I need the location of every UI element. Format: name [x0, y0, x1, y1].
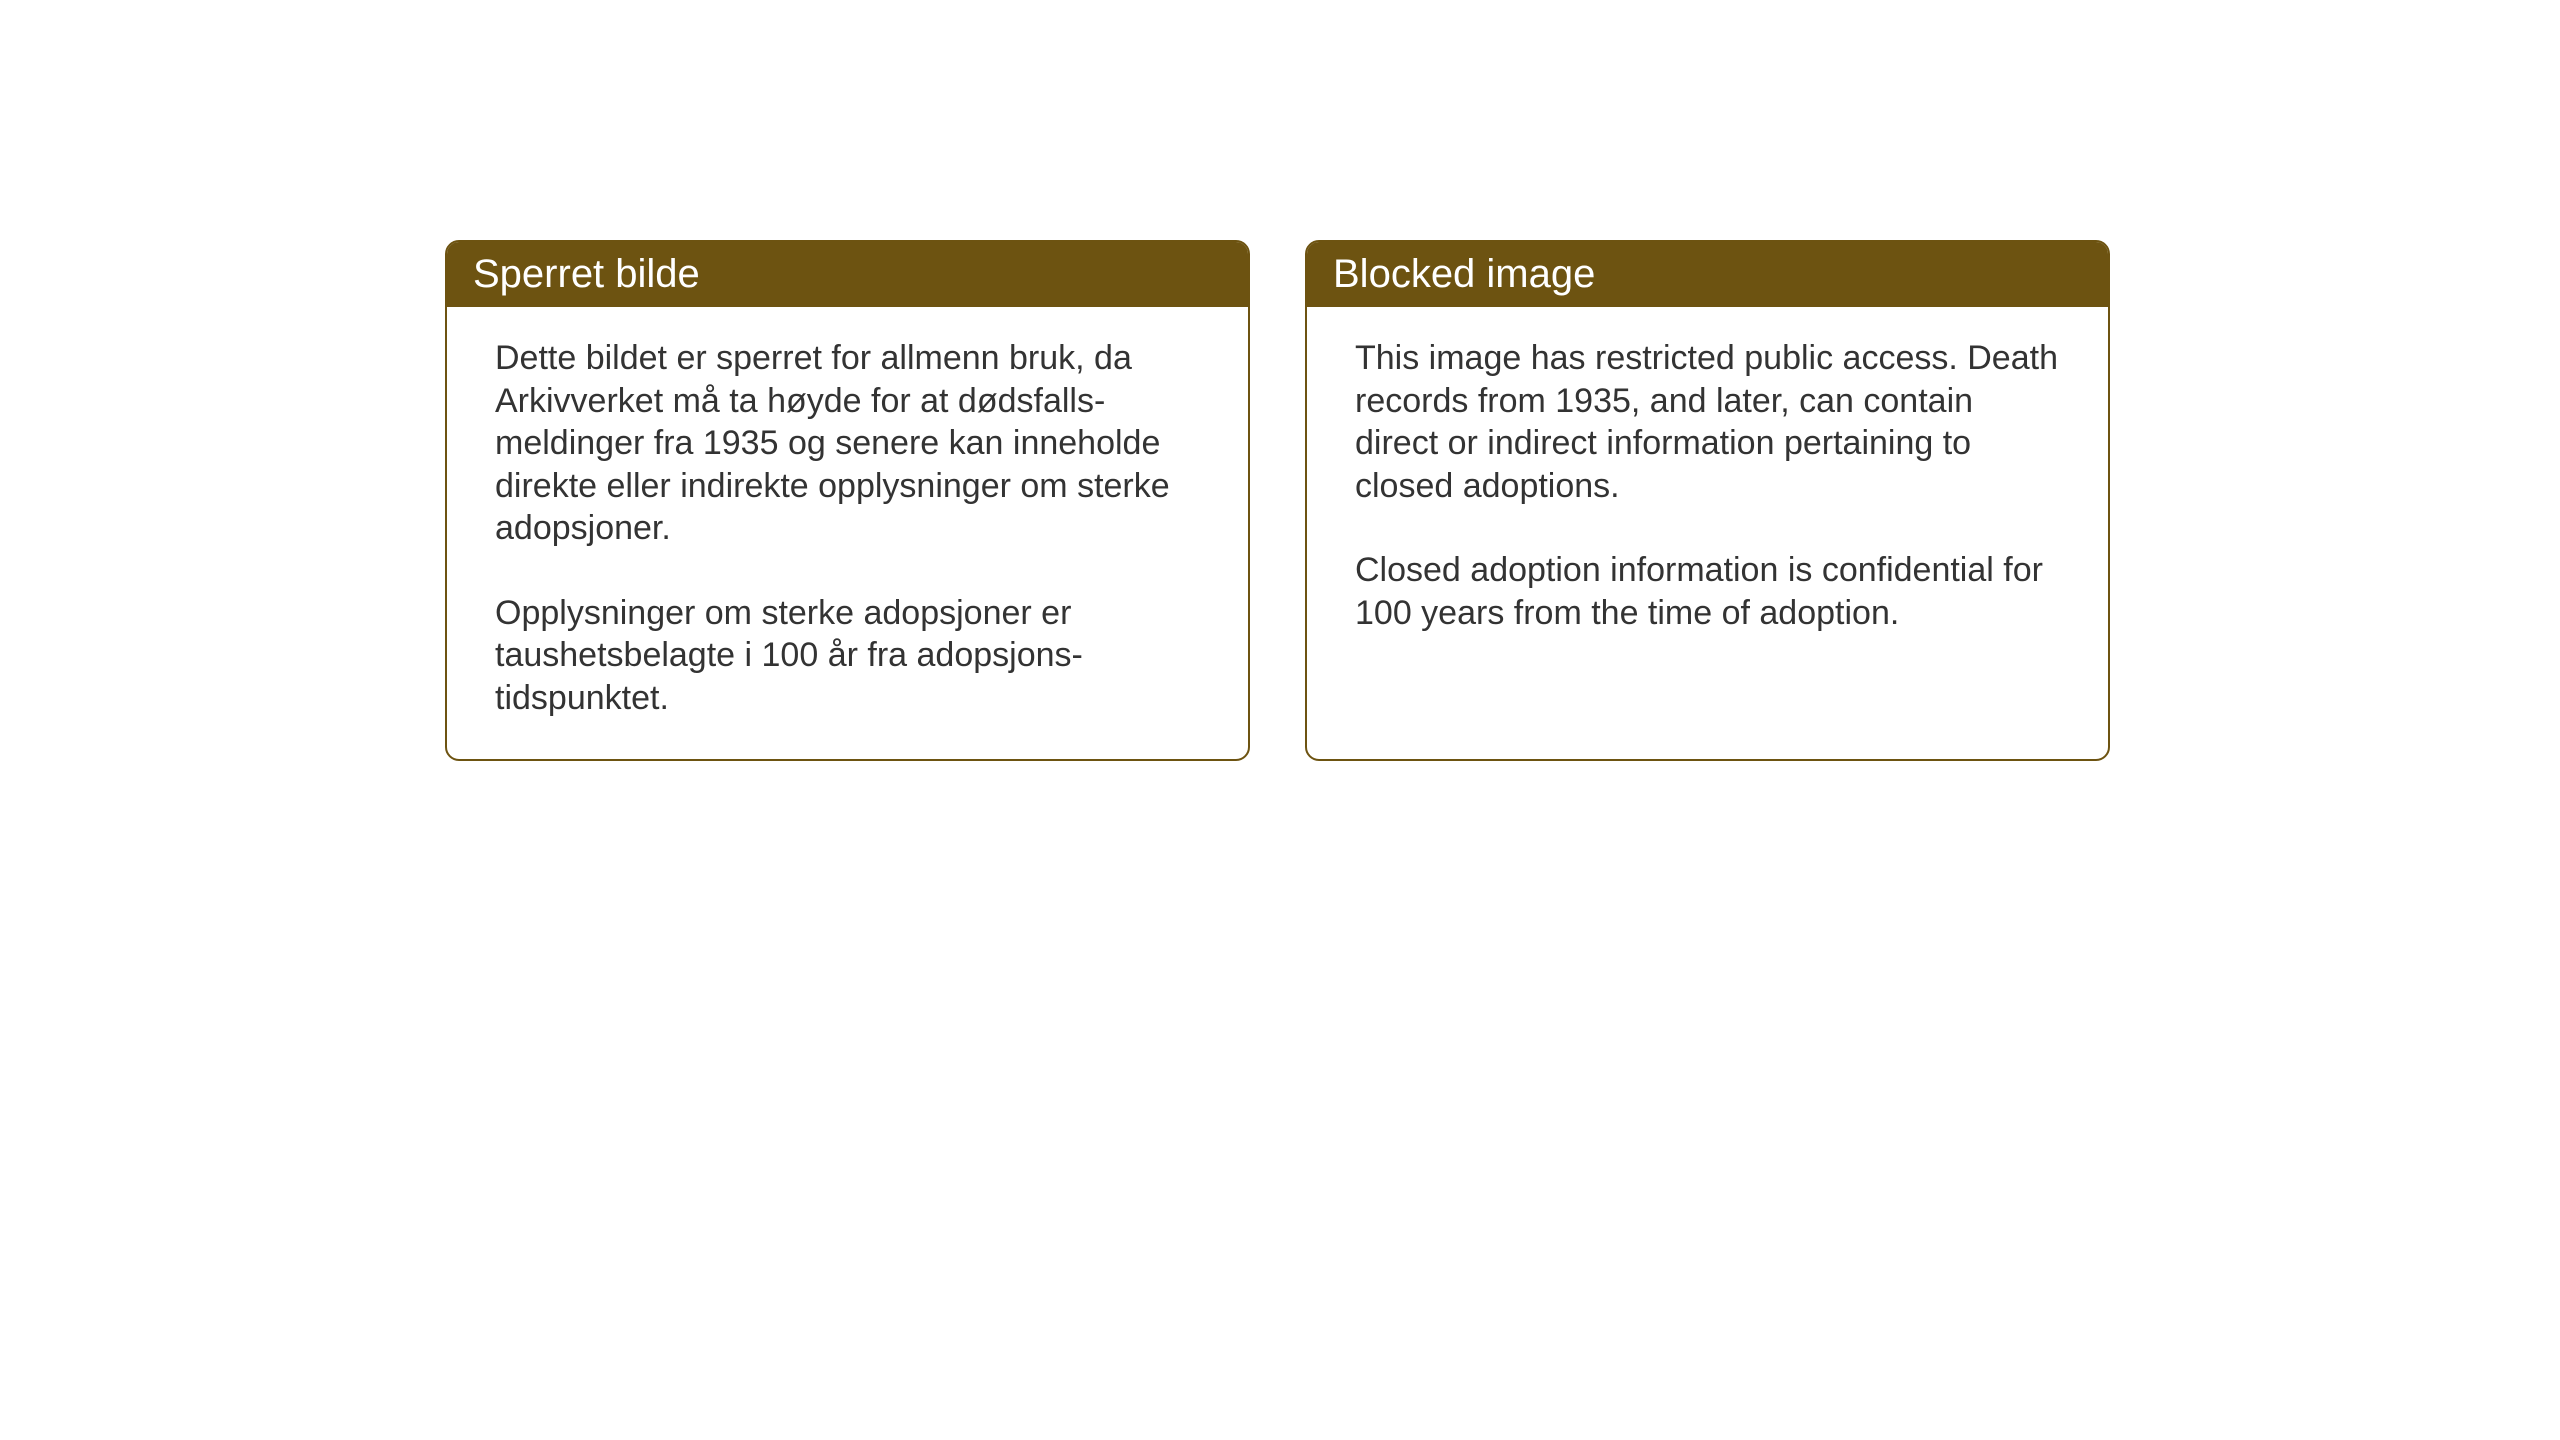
notice-body-norwegian: Dette bildet er sperret for allmenn bruk…	[447, 307, 1248, 759]
notice-paragraph1-english: This image has restricted public access.…	[1355, 337, 2060, 507]
notice-paragraph1-norwegian: Dette bildet er sperret for allmenn bruk…	[495, 337, 1200, 550]
notice-paragraph2-norwegian: Opplysninger om sterke adopsjoner er tau…	[495, 592, 1200, 720]
notice-card-norwegian: Sperret bilde Dette bildet er sperret fo…	[445, 240, 1250, 761]
notice-body-english: This image has restricted public access.…	[1307, 307, 2108, 674]
notice-header-norwegian: Sperret bilde	[447, 242, 1248, 307]
notice-header-english: Blocked image	[1307, 242, 2108, 307]
notice-paragraph2-english: Closed adoption information is confident…	[1355, 549, 2060, 634]
notice-container: Sperret bilde Dette bildet er sperret fo…	[445, 240, 2110, 761]
notice-title-norwegian: Sperret bilde	[473, 252, 700, 296]
notice-title-english: Blocked image	[1333, 252, 1595, 296]
notice-card-english: Blocked image This image has restricted …	[1305, 240, 2110, 761]
